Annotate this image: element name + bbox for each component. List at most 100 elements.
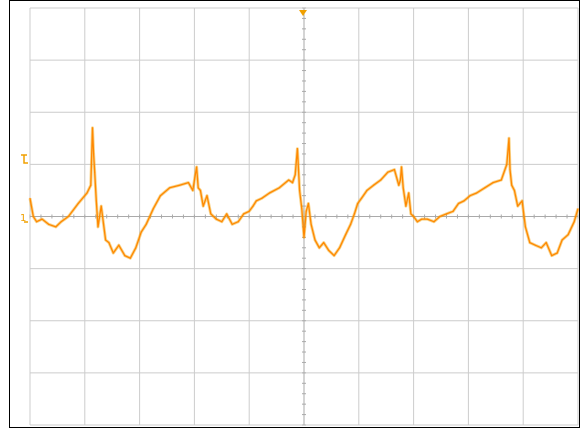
trace-sample-point	[291, 182, 294, 184]
channel-1-label: 1	[20, 213, 26, 224]
trace-sample-point	[333, 255, 335, 257]
trace-sample-point	[524, 226, 527, 228]
trace-sample-point	[105, 239, 107, 241]
trace-sample-point	[90, 184, 92, 186]
trace-sample-point	[67, 215, 69, 218]
trace-sample-point	[237, 221, 239, 223]
trace-sample-point	[310, 223, 312, 225]
trace-sample-point	[492, 182, 494, 184]
trace-sample-point	[202, 205, 204, 207]
trace-sample-point	[288, 179, 290, 181]
trace-sample-point	[534, 244, 536, 246]
trace-sample-point	[561, 239, 563, 241]
trace-sample-point	[187, 182, 189, 184]
trace-sample-point	[360, 197, 363, 199]
trace-sample-point	[248, 210, 250, 212]
trace-sample-point	[345, 234, 347, 236]
trace-sample-point	[339, 247, 341, 249]
trace-sample-point	[521, 200, 523, 202]
trace-sample-point	[252, 205, 254, 207]
trace-sample-point	[41, 218, 43, 220]
trace-sample-point	[513, 189, 516, 191]
trace-sample-point	[77, 202, 79, 205]
trace-sample-point	[307, 202, 309, 205]
trace-sample-point	[301, 208, 303, 210]
trace-sample-point	[179, 184, 181, 186]
trace-sample-point	[323, 242, 325, 244]
trace-sample-point	[573, 221, 575, 223]
trace-sample-point	[399, 179, 401, 181]
trace-sample-point	[97, 226, 99, 228]
trace-sample-point	[145, 223, 147, 225]
trace-sample-point	[373, 184, 375, 186]
trace-sample-point	[243, 213, 245, 215]
trace-sample-point	[556, 252, 558, 254]
trace-sample-point	[413, 215, 415, 218]
trace-sample-point	[296, 148, 298, 150]
trace-sample-point	[159, 195, 161, 197]
trace-sample-point	[140, 231, 142, 233]
trace-sample-point	[452, 210, 454, 212]
trace-sample-point	[439, 215, 441, 218]
trace-sample-point	[196, 166, 198, 168]
trace-sample-point	[152, 208, 154, 210]
trace-sample-point	[380, 179, 382, 181]
trace-sample-point	[197, 187, 199, 189]
trace-sample-point	[484, 187, 486, 189]
trace-sample-point	[36, 221, 38, 223]
trace-sample-point	[100, 205, 102, 207]
trace-sample-point	[93, 153, 95, 155]
trace-sample-point	[169, 187, 171, 189]
trace-sample-point	[32, 215, 34, 218]
trace-sample-point	[357, 202, 359, 205]
trace-sample-point	[192, 189, 194, 191]
trace-sample-point	[137, 239, 140, 241]
trace-sample-point	[509, 169, 511, 171]
trace-sample-point	[95, 200, 97, 202]
trace-sample-point	[350, 223, 352, 225]
trace-sample-point	[29, 197, 31, 199]
trace-sample-point	[433, 221, 435, 223]
trace-sample-point	[529, 242, 531, 244]
trace-sample-point	[221, 221, 223, 223]
trace-sample-point	[118, 244, 120, 246]
trace-sample-point	[48, 223, 50, 225]
trace-sample-point	[567, 234, 569, 236]
trace-sample-point	[408, 192, 410, 194]
trace-sample-point	[551, 255, 553, 257]
trace-sample-point	[353, 213, 355, 215]
trace-sample-point	[517, 205, 519, 207]
trace-sample-point	[261, 197, 263, 199]
trace-sample-point	[463, 200, 465, 202]
trace-sample-point	[366, 189, 368, 191]
trace-sample-point	[135, 247, 137, 249]
trace-sample-point	[400, 166, 403, 168]
trace-sample-point	[55, 226, 57, 228]
trace-sample-point	[299, 189, 301, 191]
trace-sample-point	[476, 192, 478, 194]
trace-sample-point	[506, 163, 508, 165]
markers: 1	[20, 10, 307, 224]
channel-1-ground-marker: 1	[20, 213, 28, 224]
trace-sample-point	[508, 137, 510, 139]
trace-sample-point	[426, 218, 428, 220]
trace-sample-point	[226, 213, 228, 215]
trace-sample-point	[318, 247, 320, 249]
signal-trace	[28, 126, 580, 260]
trace-sample-point	[278, 187, 280, 189]
trace-sample-point	[457, 202, 460, 205]
trace-sample-point	[405, 205, 407, 207]
trace-sample-point	[112, 252, 114, 254]
trace-sample-point	[303, 236, 305, 238]
grid	[29, 7, 579, 426]
trace-sample-point	[124, 255, 126, 257]
trace-sample-point	[416, 221, 418, 223]
trace-sample-point	[268, 192, 271, 194]
trace-sample-point	[60, 221, 62, 223]
trace-sample-point	[206, 195, 208, 197]
trace-sample-point	[255, 200, 257, 202]
trace-sample-point	[577, 208, 579, 210]
plot-frame	[9, 0, 580, 428]
